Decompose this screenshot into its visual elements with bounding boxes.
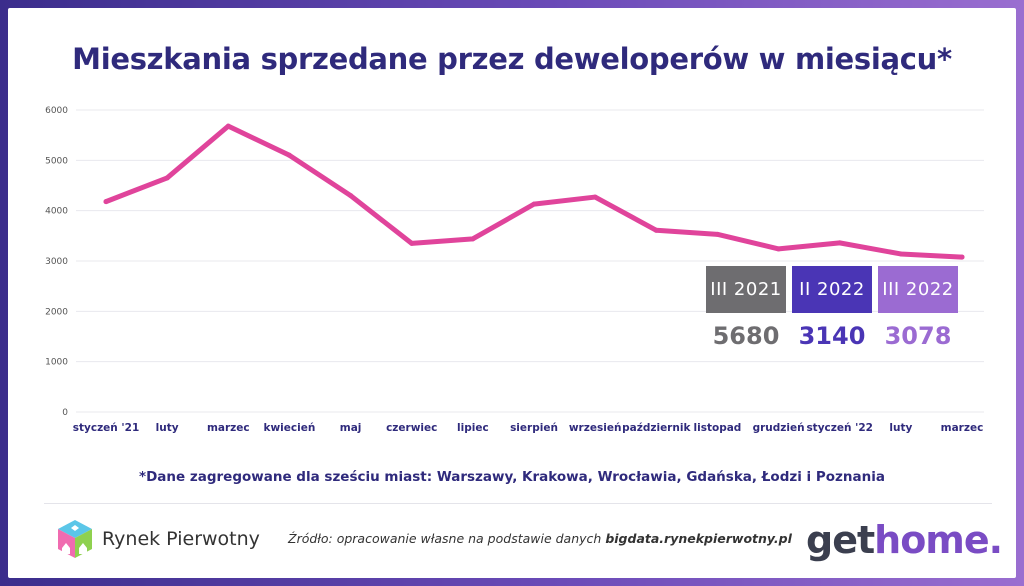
y-tick-label: 6000 <box>45 106 68 116</box>
x-tick-label: październik <box>622 422 691 434</box>
footnote: *Dane zagregowane dla sześciu miast: War… <box>139 469 885 485</box>
x-tick-label: maj <box>340 422 362 434</box>
x-tick-label: luty <box>889 422 912 434</box>
x-tick-label: listopad <box>694 422 742 434</box>
source-link: bigdata.rynekpierwotny.pl <box>605 531 792 546</box>
y-tick-label: 2000 <box>45 307 68 317</box>
data-point <box>225 123 231 129</box>
line-chart: 0 1000 2000 3000 4000 5000 6000 styczeń '21 luty… <box>45 106 984 434</box>
x-tick-label: luty <box>156 422 179 434</box>
source-note: Źródło: opracowanie własne na podstawie … <box>288 531 792 546</box>
highlight-badge-iii-2022: III 2022 <box>878 266 958 313</box>
x-tick-label: wrzesień <box>569 422 622 434</box>
x-tick-label: styczeń '21 <box>73 422 140 434</box>
highlight-badge-iii-2021: III 2021 <box>706 266 786 313</box>
data-point <box>286 152 292 158</box>
data-point <box>531 201 537 207</box>
cube-house-icon <box>58 520 92 558</box>
gethome-logo-get: get <box>806 518 875 562</box>
data-point <box>898 251 904 257</box>
logo-left-name: Rynek Pierwotny <box>102 528 260 550</box>
x-tick-label: kwiecień <box>264 422 316 434</box>
data-point <box>348 193 354 199</box>
data-point <box>164 175 170 181</box>
chart-title: Mieszkania sprzedane przez deweloperów w… <box>72 42 952 76</box>
x-tick-label: czerwiec <box>386 422 437 434</box>
data-point <box>409 240 415 246</box>
highlight-value-ii-2022: 3140 <box>798 322 866 350</box>
data-point <box>470 236 476 242</box>
x-tick-label: lipiec <box>457 422 489 434</box>
y-tick-label: 3000 <box>45 257 68 267</box>
highlight-value-iii-2021: 5680 <box>712 322 780 350</box>
data-point <box>592 194 598 200</box>
highlight-badge-ii-2022: II 2022 <box>792 266 872 313</box>
data-point <box>714 231 720 237</box>
divider <box>44 503 992 504</box>
y-tick-label: 5000 <box>45 156 68 166</box>
highlight-value-iii-2022: 3078 <box>884 322 952 350</box>
data-point <box>959 254 965 260</box>
y-tick-label: 0 <box>62 408 68 418</box>
data-point <box>653 227 659 233</box>
source-prefix: Źródło: opracowanie własne na podstawie … <box>288 531 606 546</box>
data-point <box>837 240 843 246</box>
y-tick-label: 1000 <box>45 358 68 368</box>
rynek-pierwotny-logo: Rynek Pierwotny <box>54 517 260 561</box>
y-tick-label: 4000 <box>45 207 68 217</box>
x-tick-label: marzec <box>207 422 250 434</box>
x-tick-label: styczeń '22 <box>806 422 873 434</box>
chart-card: Mieszkania sprzedane przez deweloperów w… <box>8 8 1016 578</box>
data-point <box>103 199 109 205</box>
data-point <box>776 246 782 252</box>
x-tick-label: grudzień <box>753 422 805 434</box>
series-line <box>103 123 965 260</box>
gethome-logo: gethome. <box>806 518 1003 562</box>
x-tick-label: marzec <box>941 422 984 434</box>
x-tick-label: sierpień <box>510 422 558 434</box>
gethome-logo-home: home. <box>874 518 1003 562</box>
